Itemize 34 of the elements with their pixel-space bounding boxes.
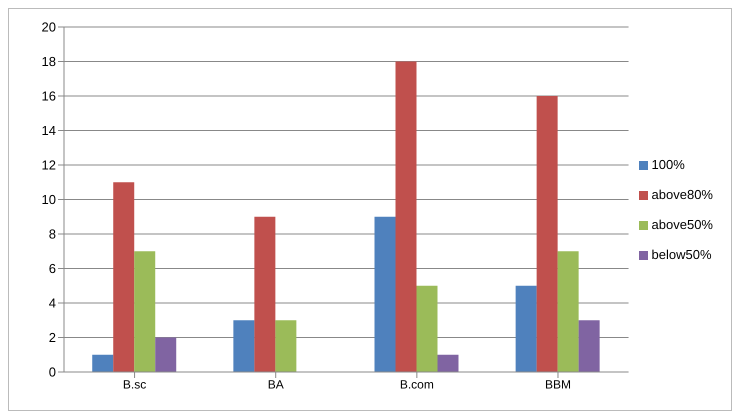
y-tick-label: 10 bbox=[42, 192, 56, 208]
bar bbox=[155, 338, 176, 372]
bar bbox=[536, 96, 558, 372]
bar bbox=[578, 320, 600, 372]
y-tick-label: 4 bbox=[48, 296, 56, 311]
bar bbox=[113, 182, 134, 372]
y-tick-label: 2 bbox=[48, 330, 56, 346]
y-tick-label: 18 bbox=[42, 54, 56, 70]
y-tick-label: 6 bbox=[48, 261, 56, 276]
x-tick-label: B.com bbox=[400, 378, 434, 392]
x-tick-label: B.sc bbox=[122, 378, 146, 392]
bar bbox=[275, 320, 296, 372]
bar bbox=[558, 251, 579, 372]
x-tick-label: BA bbox=[268, 378, 284, 392]
y-tick-label: 12 bbox=[42, 158, 56, 173]
y-tick-label: 16 bbox=[42, 88, 56, 104]
x-tick-label: BBM bbox=[544, 378, 571, 392]
legend-label: below50% bbox=[652, 246, 712, 262]
bar bbox=[516, 286, 537, 372]
bar bbox=[438, 354, 458, 372]
bar bbox=[396, 62, 416, 372]
bar bbox=[92, 354, 114, 372]
bar bbox=[374, 216, 396, 372]
bar bbox=[254, 216, 276, 372]
bar bbox=[416, 286, 438, 372]
y-tick-label: 8 bbox=[48, 226, 56, 242]
legend-label: above80% bbox=[652, 186, 713, 202]
bar bbox=[233, 320, 254, 372]
legend-label: 100% bbox=[652, 156, 685, 172]
y-tick-label: 20 bbox=[42, 20, 56, 35]
legend-label: above50% bbox=[652, 216, 713, 232]
y-tick-label: 0 bbox=[48, 364, 56, 380]
bar bbox=[134, 251, 156, 372]
y-tick-label: 14 bbox=[42, 123, 56, 138]
